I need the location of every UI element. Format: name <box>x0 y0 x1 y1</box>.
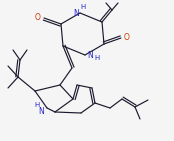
Text: N: N <box>87 50 93 60</box>
Text: N: N <box>38 107 44 116</box>
Text: N: N <box>73 8 79 17</box>
Text: H: H <box>94 55 100 61</box>
Text: H: H <box>80 4 86 10</box>
Text: O: O <box>124 34 130 42</box>
Text: H: H <box>34 102 40 108</box>
Text: O: O <box>35 14 41 23</box>
